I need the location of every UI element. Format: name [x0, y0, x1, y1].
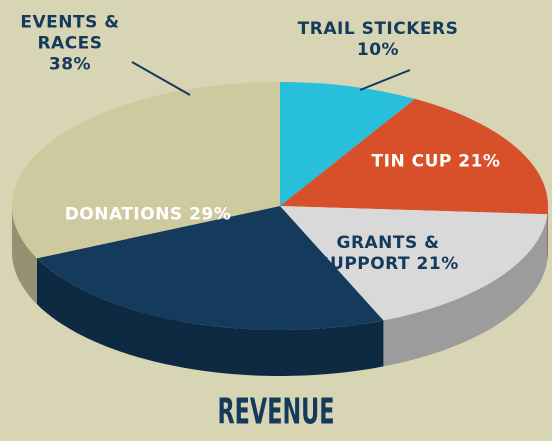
- slice-label: TIN CUP 21%: [336, 152, 536, 173]
- leader-line: [131, 61, 191, 96]
- category-label: TIN CUP: [371, 151, 452, 172]
- value-label: 29%: [189, 204, 232, 225]
- slice-side: [383, 214, 548, 367]
- value-label: 21%: [458, 151, 501, 172]
- category-label: TRAIL STICKERS: [297, 19, 459, 39]
- slice-label: GRANTS & SUPPORT 21%: [293, 233, 483, 275]
- value-label: 10%: [356, 40, 400, 60]
- slice: [37, 206, 384, 331]
- slice-label: DONATIONS 29%: [53, 205, 243, 226]
- value-label: 38%: [48, 54, 92, 75]
- slice: [11, 82, 281, 259]
- slice-side: [12, 206, 37, 305]
- chart-title: REVENUE: [217, 391, 335, 433]
- slice-side: [37, 258, 384, 376]
- slice: [280, 82, 415, 206]
- category-label: GRANTS & SUPPORT: [317, 233, 440, 274]
- leader-line: [359, 69, 411, 91]
- slice-label: TRAIL STICKERS 10%: [283, 19, 473, 61]
- slice-label: EVENTS & RACES 38%: [15, 13, 125, 76]
- category-label: EVENTS & RACES: [20, 12, 120, 54]
- category-label: DONATIONS: [64, 204, 183, 225]
- value-label: 21%: [416, 254, 459, 274]
- slice: [280, 98, 548, 215]
- slice: [280, 206, 548, 321]
- slice-side: [547, 206, 548, 261]
